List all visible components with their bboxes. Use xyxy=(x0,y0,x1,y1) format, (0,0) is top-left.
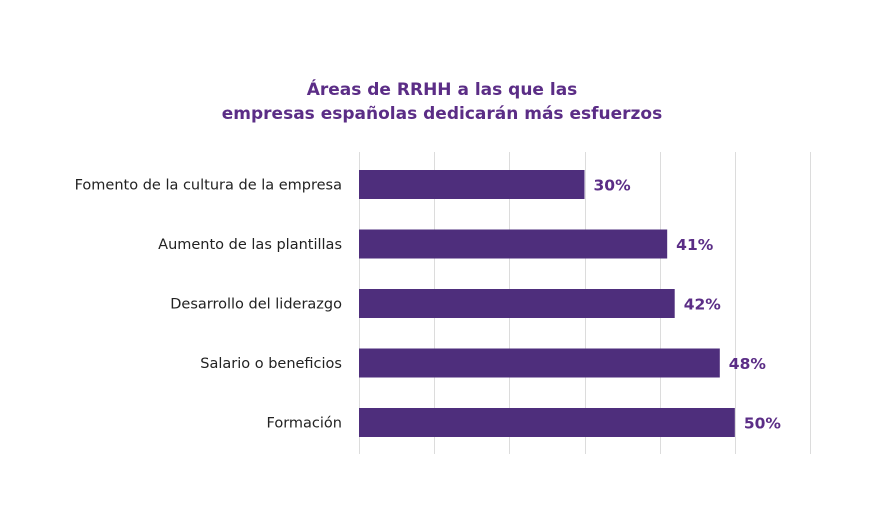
value-label-3: 48% xyxy=(729,355,767,373)
value-label-0: 30% xyxy=(594,177,632,195)
value-labels: 30% 41% 42% 48% 50% xyxy=(594,177,782,433)
category-label-2: Desarrollo del liderazgo xyxy=(170,297,342,313)
category-label-1: Aumento de las plantillas xyxy=(158,237,342,253)
chart-title-line-1: Áreas de RRHH a las que las xyxy=(307,78,578,100)
value-label-2: 42% xyxy=(684,296,722,314)
category-label-4: Formación xyxy=(267,416,342,432)
category-label-3: Salario o beneficios xyxy=(200,356,342,372)
category-labels: Fomento de la cultura de la empresa Aumen… xyxy=(75,178,343,432)
bar-2 xyxy=(359,289,675,318)
chart-title-line-2: empresas españolas dedicarán más esfuerz… xyxy=(222,104,662,124)
bar-4 xyxy=(359,408,735,437)
bar-0 xyxy=(359,170,585,199)
bar-1 xyxy=(359,229,668,259)
value-label-1: 41% xyxy=(676,236,714,254)
category-label-0: Fomento de la cultura de la empresa xyxy=(75,178,342,194)
bar-3 xyxy=(359,348,720,378)
value-label-4: 50% xyxy=(744,415,782,433)
bars xyxy=(359,170,735,437)
